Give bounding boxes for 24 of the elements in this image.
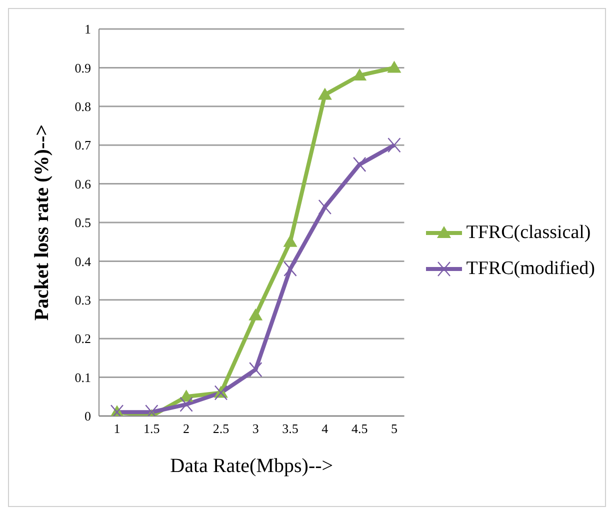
x-tick-label: 1.5 — [144, 421, 160, 436]
y-tick-label: 0.8 — [74, 99, 91, 114]
y-tick-label: 0.3 — [74, 292, 91, 308]
x-tick-label: 3 — [252, 421, 259, 436]
legend-label: TFRC(modified) — [466, 258, 595, 280]
x-tick-label: 1 — [114, 421, 120, 436]
x-tick-label: 3.5 — [282, 421, 298, 436]
x-tick-label: 4.5 — [351, 421, 368, 436]
x-tick-label: 2.5 — [212, 421, 230, 436]
y-axis-title: Packet loss rate (%)--> — [31, 124, 54, 321]
x-tick-label: 2 — [183, 421, 190, 436]
y-tick-label: 0.7 — [74, 138, 92, 153]
x-tick-label: 5 — [390, 421, 398, 436]
legend-label: TFRC(classical) — [466, 222, 591, 244]
y-tick-label: 0.9 — [74, 60, 91, 76]
y-tick-label: 0.4 — [74, 254, 92, 269]
y-tick-label: 1 — [84, 22, 91, 37]
y-tick-label: 0.2 — [74, 331, 91, 346]
y-tick-label: 0.6 — [74, 176, 92, 192]
x-tick-label: 4 — [322, 421, 329, 436]
y-tick-label: 0.1 — [74, 370, 91, 385]
y-tick-label: 0 — [84, 408, 91, 424]
x-axis-title: Data Rate(Mbps)--> — [170, 455, 334, 477]
y-tick-label: 0.5 — [74, 215, 91, 230]
